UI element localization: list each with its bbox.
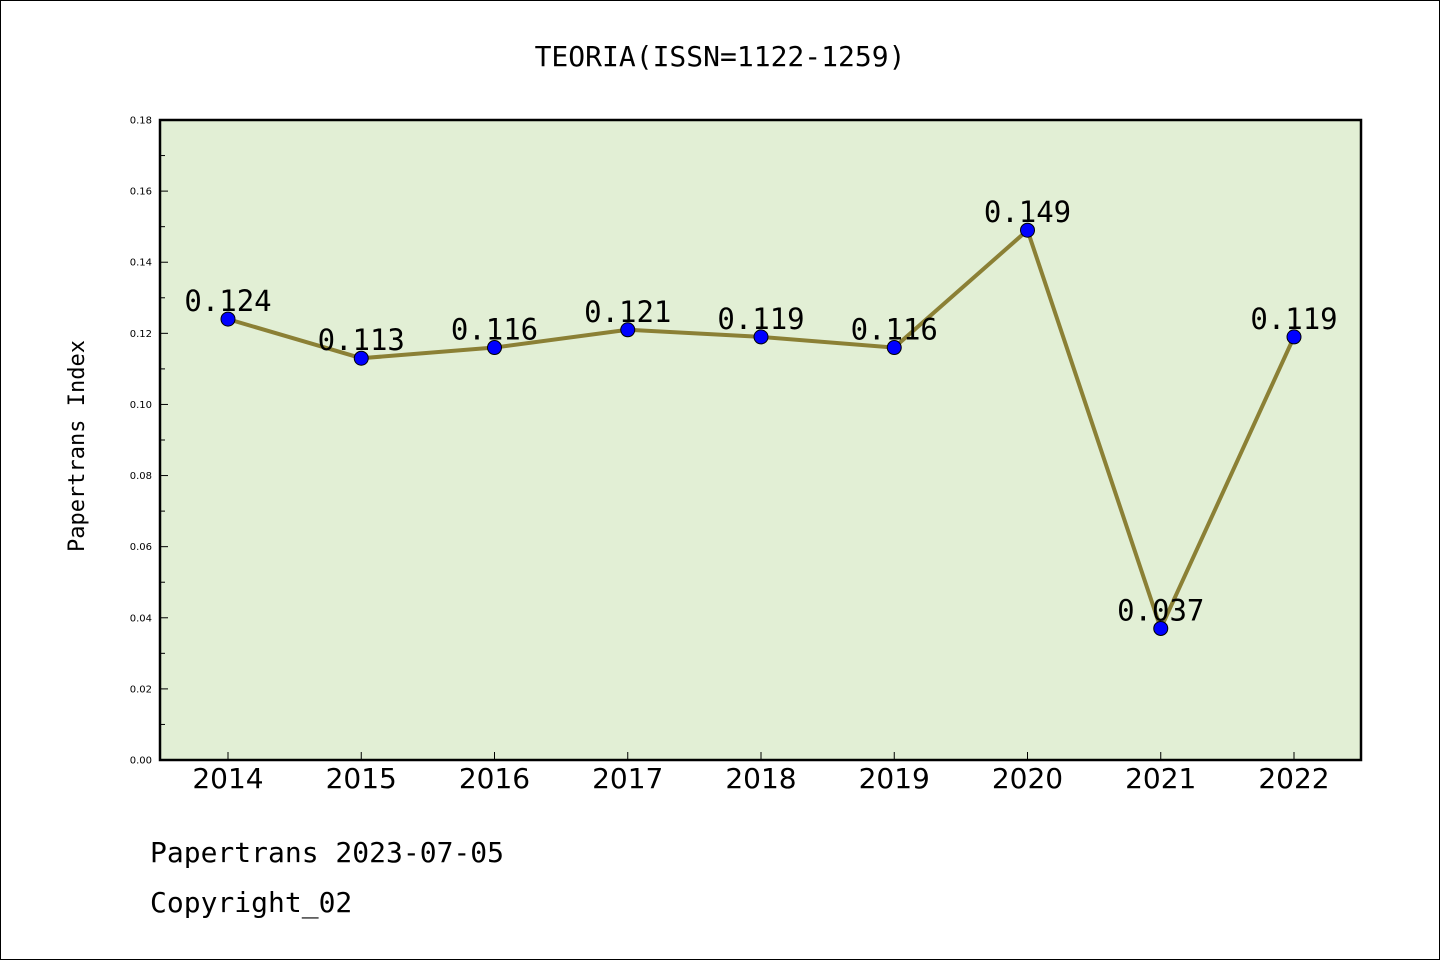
y-tick-label: 0.12 bbox=[130, 329, 152, 340]
footer-copyright: Copyright_02 bbox=[150, 886, 353, 919]
y-tick-label: 0.14 bbox=[130, 258, 152, 269]
y-tick-label: 0.08 bbox=[130, 471, 152, 482]
chart-title: TEORIA(ISSN=1122-1259) bbox=[535, 40, 906, 73]
x-tick-label: 2021 bbox=[1125, 762, 1196, 795]
series-markers bbox=[220, 222, 1302, 636]
x-tick-label: 2018 bbox=[725, 762, 796, 795]
data-point bbox=[753, 329, 769, 345]
x-tick-label: 2019 bbox=[859, 762, 930, 795]
data-label: 0.037 bbox=[1117, 593, 1204, 627]
data-label: 0.124 bbox=[184, 284, 271, 318]
plot-border bbox=[158, 118, 1363, 762]
data-label: 0.121 bbox=[584, 295, 671, 329]
data-label: 0.149 bbox=[984, 195, 1071, 229]
plot-area bbox=[160, 120, 1361, 760]
data-point bbox=[1153, 620, 1169, 636]
y-tick-label: 0.18 bbox=[130, 116, 152, 127]
data-point bbox=[620, 322, 636, 338]
x-tick-label: 2022 bbox=[1258, 762, 1329, 795]
data-point bbox=[886, 340, 902, 356]
x-axis-ticks: 2014 2015 2016 2017 2018 2019 2020 2021 2022 bbox=[192, 752, 1330, 795]
y-axis-label: Papertrans Index bbox=[65, 340, 90, 552]
footer-date: Papertrans 2023-07-05 bbox=[150, 836, 505, 869]
data-label: 0.116 bbox=[451, 313, 538, 347]
data-label: 0.113 bbox=[318, 323, 405, 357]
data-point bbox=[487, 340, 502, 356]
x-tick-label: 2016 bbox=[459, 762, 530, 795]
y-tick-label: 0.04 bbox=[130, 613, 152, 624]
data-point bbox=[353, 350, 369, 366]
y-tick-label: 0.02 bbox=[130, 684, 152, 695]
data-point bbox=[1020, 222, 1035, 238]
x-tick-label: 2017 bbox=[592, 762, 663, 795]
data-point bbox=[1286, 329, 1302, 345]
data-label: 0.116 bbox=[851, 313, 938, 347]
y-tick-label: 0.00 bbox=[130, 756, 152, 767]
data-label: 0.119 bbox=[1250, 302, 1337, 336]
data-point bbox=[220, 311, 236, 327]
y-axis-ticks: 0.00 0.02 0.04 0.06 0.08 0.10 0.12 0.14 0.16 0.18 bbox=[130, 116, 168, 767]
y-tick-label: 0.16 bbox=[130, 187, 152, 198]
data-labels: 0.124 0.113 0.116 0.121 0.119 0.116 0.149 0.037… bbox=[184, 195, 1337, 627]
x-tick-label: 2014 bbox=[192, 762, 263, 795]
y-tick-label: 0.10 bbox=[130, 400, 152, 411]
y-tick-label: 0.06 bbox=[130, 542, 152, 553]
x-tick-label: 2015 bbox=[326, 762, 397, 795]
data-label: 0.119 bbox=[717, 302, 804, 336]
x-tick-label: 2020 bbox=[992, 762, 1063, 795]
